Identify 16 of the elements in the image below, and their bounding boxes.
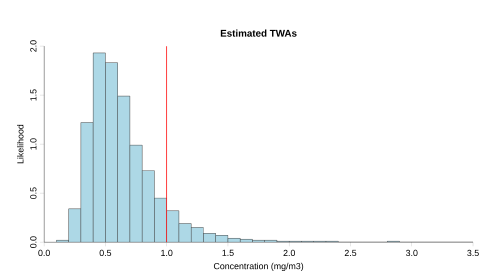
y-tick-label: 0.5: [30, 187, 36, 199]
y-axis-title: Likelihood: [17, 124, 24, 164]
x-tick-label: 3.5: [467, 250, 479, 256]
y-tick-label: 1.0: [30, 138, 36, 150]
chart-title: Estimated TWAs: [220, 29, 297, 37]
y-tick-label: 2.0: [30, 40, 36, 52]
x-tick-label: 2.5: [344, 250, 356, 256]
x-tick-label: 2.0: [284, 250, 296, 256]
x-tick-label: 0.5: [100, 250, 112, 256]
y-tick-label: 0.0: [30, 236, 36, 248]
y-tick-label: 1.5: [30, 89, 36, 100]
x-tick-label: 1.0: [161, 250, 172, 256]
x-axis-title: Concentration (mg/m3): [214, 262, 304, 271]
x-tick-label: 0.0: [38, 250, 50, 256]
x-tick-label: 3.0: [406, 250, 418, 256]
x-tick-label: 1.5: [222, 250, 234, 256]
